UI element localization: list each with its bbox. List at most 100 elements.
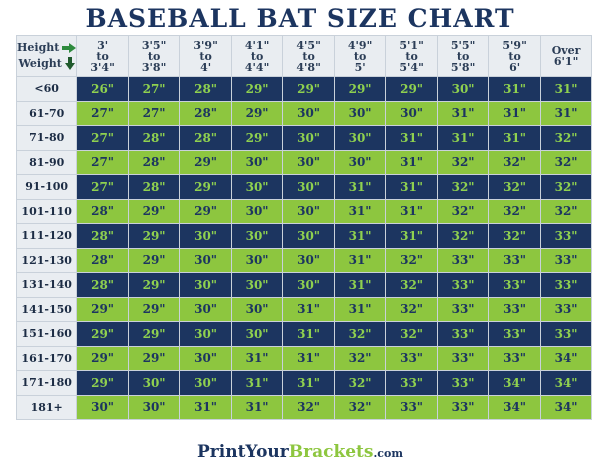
bat-size-cell: 33" — [539, 321, 593, 347]
bat-size-cell: 31" — [488, 125, 541, 151]
height-column-line: 4'1" — [244, 38, 270, 52]
bat-size-cell: 33" — [488, 321, 541, 347]
weight-row-header: 161-170 — [15, 345, 78, 371]
bat-size-cell: 29" — [127, 321, 181, 347]
footer-brand-part1: PrintYour — [197, 442, 289, 462]
bat-size-cell: 34" — [539, 345, 593, 371]
weight-row-header: 81-90 — [15, 149, 78, 175]
bat-size-cell: 31" — [385, 125, 438, 151]
bat-size-cell: 31" — [282, 296, 335, 322]
weight-row-header: 111-120 — [15, 223, 78, 249]
bat-size-cell: 30" — [230, 149, 284, 175]
bat-size-cell: 29" — [76, 345, 129, 371]
bat-size-cell: 29" — [230, 76, 284, 102]
bat-size-cell: 32" — [539, 174, 593, 200]
bat-size-cell: 30" — [385, 100, 438, 126]
height-axis-label: Height — [17, 42, 77, 53]
table-row: 171-180 29" 30" 30" 31" 31" 32" 33" 33" 34" 34" — [15, 370, 593, 396]
bat-size-cell: 29" — [127, 296, 181, 322]
bat-size-cell: 31" — [385, 174, 438, 200]
bat-size-cell: 28" — [179, 76, 232, 102]
weight-row-header: 121-130 — [15, 247, 78, 273]
bat-size-cell: 29" — [76, 296, 129, 322]
height-column-line: 4'8" — [296, 60, 321, 74]
bat-size-cell: 32" — [385, 321, 438, 347]
bat-size-cell: 32" — [333, 345, 387, 371]
bat-size-cell: 30" — [230, 223, 284, 249]
bat-size-cell: 33" — [436, 345, 490, 371]
bat-size-cell: 29" — [179, 198, 232, 224]
weight-label: Weight — [18, 57, 62, 70]
height-column-header: 4'5" to 4'8" — [282, 35, 335, 77]
bat-size-cell: 33" — [539, 296, 593, 322]
height-column-line: 4'9" — [347, 38, 373, 52]
weight-row-header: 171-180 — [15, 370, 78, 396]
bat-size-cell: 28" — [179, 125, 232, 151]
bat-size-cell: 34" — [488, 370, 541, 396]
bat-size-cell: 28" — [127, 149, 181, 175]
height-column-line: to — [302, 49, 315, 63]
footer-brand: PrintYourBrackets.com — [0, 442, 600, 462]
arrow-right-icon — [62, 42, 77, 53]
bat-size-cell: 31" — [230, 345, 284, 371]
bat-size-cell: 29" — [230, 125, 284, 151]
bat-size-cell: 30" — [282, 247, 335, 273]
bat-size-cell: 33" — [488, 247, 541, 273]
bat-size-cell: 30" — [282, 149, 335, 175]
height-column-line: 3'8" — [141, 60, 167, 74]
bat-size-cell: 31" — [385, 198, 438, 224]
height-column-header: 3'5" to 3'8" — [127, 35, 181, 77]
bat-size-cell: 27" — [76, 100, 129, 126]
bat-size-cell: 29" — [127, 247, 181, 273]
bat-size-cell: 31" — [282, 370, 335, 396]
bat-size-cell: 33" — [539, 272, 593, 298]
height-header-row: Height Weight 3' to 3'4" 3'5" to 3'8" 3'9" to 4'… — [15, 35, 593, 77]
bat-size-cell: 28" — [127, 125, 181, 151]
bat-size-cell: 33" — [539, 247, 593, 273]
bat-size-cell: 31" — [333, 272, 387, 298]
height-column-line: 6'1" — [553, 55, 579, 68]
height-column-header: 5'5" to 5'8" — [436, 35, 490, 77]
weight-row-header: <60 — [15, 76, 78, 102]
bat-size-cell: 29" — [127, 223, 181, 249]
height-column-line: to — [456, 49, 470, 63]
weight-row-header: 151-160 — [15, 321, 78, 347]
bat-size-cell: 33" — [436, 394, 490, 420]
height-column-header: 3' to 3'4" — [76, 35, 129, 77]
bat-size-cell: 30" — [230, 296, 284, 322]
weight-row-header: 131-140 — [15, 272, 78, 298]
bat-size-cell: 33" — [539, 223, 593, 249]
height-column-header: 4'1" to 4'4" — [230, 35, 284, 77]
bat-size-cell: 32" — [385, 247, 438, 273]
footer-brand-part3: .com — [373, 447, 403, 460]
bat-size-cell: 28" — [76, 223, 129, 249]
bat-size-cell: 30" — [282, 100, 335, 126]
bat-size-cell: 28" — [76, 198, 129, 224]
bat-size-cell: 29" — [76, 321, 129, 347]
bat-size-cell: 33" — [436, 247, 490, 273]
bat-size-cell: 33" — [488, 296, 541, 322]
bat-size-cell: 32" — [539, 198, 593, 224]
bat-size-cell: 30" — [179, 296, 232, 322]
bat-size-cell: 32" — [488, 149, 541, 175]
bat-size-cell: 29" — [127, 272, 181, 298]
bat-size-cell: 31" — [488, 100, 541, 126]
height-column-line: 3'4" — [90, 60, 115, 74]
height-column-line: 6' — [509, 60, 521, 74]
bat-size-cell: 30" — [230, 272, 284, 298]
bat-size-cell: 30" — [179, 370, 232, 396]
bat-size-cell: 33" — [385, 370, 438, 396]
bat-size-cell: 26" — [76, 76, 129, 102]
height-column-line: 5'8" — [450, 60, 476, 74]
weight-row-header: 101-110 — [15, 198, 78, 224]
height-column-line: to — [250, 49, 264, 63]
height-column-header: 5'9" to 6' — [488, 35, 541, 77]
bat-size-cell: 30" — [282, 223, 335, 249]
bat-size-cell: 29" — [179, 149, 232, 175]
bat-size-cell: 32" — [333, 370, 387, 396]
bat-size-cell: 31" — [436, 125, 490, 151]
bat-size-cell: 31" — [230, 370, 284, 396]
bat-size-cell: 31" — [230, 394, 284, 420]
table-row: 141-150 29" 29" 30" 30" 31" 31" 32" 33" 33" 33" — [15, 296, 593, 322]
bat-size-cell: 30" — [282, 174, 335, 200]
